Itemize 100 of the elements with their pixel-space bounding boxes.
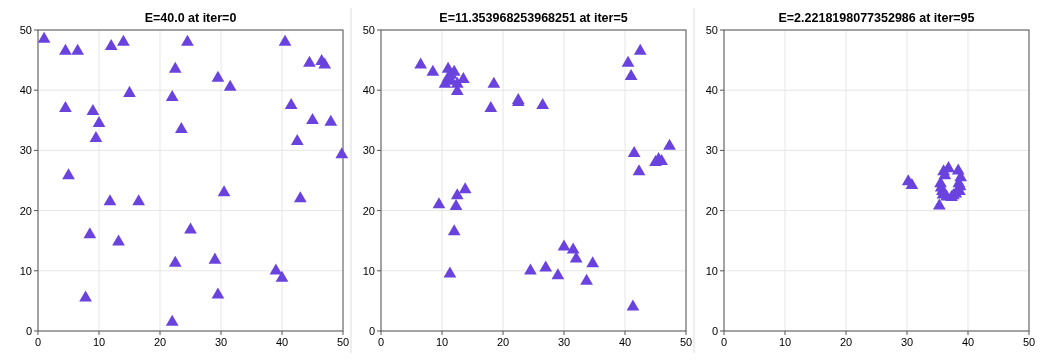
point <box>181 34 194 46</box>
point <box>293 191 307 203</box>
x-tick-label: 10 <box>435 336 449 348</box>
y-tick-label: 40 <box>705 84 718 97</box>
point <box>103 194 117 206</box>
point <box>557 239 571 251</box>
x-tick-label: 20 <box>153 336 167 348</box>
x-tick-label: 40 <box>618 336 632 348</box>
x-tick-label: 0 <box>377 336 385 348</box>
y-tick-label: 50 <box>705 24 718 36</box>
point <box>165 314 179 326</box>
point <box>414 57 428 69</box>
y-tick-label: 0 <box>711 325 718 337</box>
point <box>450 76 464 88</box>
point <box>168 61 182 73</box>
point <box>551 268 565 280</box>
point <box>524 263 537 275</box>
x-tick-label: 10 <box>778 336 792 348</box>
point <box>487 76 501 88</box>
chart-title: E=40.0 at iter=0 <box>144 11 237 25</box>
point <box>303 55 316 67</box>
x-tick-label: 0 <box>720 336 728 348</box>
point <box>62 168 75 180</box>
point <box>306 112 319 124</box>
point <box>117 34 130 46</box>
x-tick-label: 50 <box>1022 336 1036 348</box>
y-tick-label: 50 <box>19 24 32 36</box>
y-tick-label: 30 <box>362 144 375 157</box>
point <box>951 163 965 175</box>
point <box>174 121 188 133</box>
y-tick-label: 50 <box>362 24 375 36</box>
point <box>458 182 472 194</box>
point <box>59 43 72 55</box>
y-tick-label: 20 <box>705 204 718 217</box>
y-tick-label: 10 <box>705 264 718 277</box>
point <box>632 164 646 176</box>
point <box>426 64 440 76</box>
point <box>318 57 332 69</box>
y-tick-label: 10 <box>362 264 375 277</box>
point <box>79 290 92 302</box>
point <box>443 266 457 278</box>
y-tick-label: 0 <box>368 325 375 337</box>
y-tick-label: 20 <box>19 204 32 217</box>
point <box>905 177 919 189</box>
point <box>112 234 125 246</box>
point <box>627 146 641 158</box>
y-tick-label: 30 <box>19 144 32 157</box>
point <box>633 43 647 55</box>
point <box>569 251 583 263</box>
point <box>484 100 498 112</box>
point <box>626 299 640 311</box>
x-tick-label: 30 <box>214 336 228 348</box>
point <box>168 255 182 267</box>
x-tick-label: 40 <box>275 336 289 348</box>
chart-title: E=11.353968253968251 at iter=5 <box>439 11 628 25</box>
x-tick-label: 50 <box>336 336 350 348</box>
point <box>566 242 580 254</box>
point <box>447 224 461 236</box>
x-tick-label: 50 <box>679 336 693 348</box>
point <box>92 115 106 127</box>
y-tick-label: 10 <box>19 264 32 277</box>
x-tick-label: 30 <box>557 336 571 348</box>
point <box>324 114 338 126</box>
y-tick-label: 20 <box>362 204 375 217</box>
point <box>86 103 100 115</box>
y-tick-label: 0 <box>25 325 32 337</box>
point <box>536 97 550 109</box>
y-tick-label: 40 <box>19 84 32 97</box>
x-tick-label: 20 <box>496 336 510 348</box>
point <box>275 270 289 282</box>
point <box>284 97 298 109</box>
x-tick-label: 0 <box>34 336 42 348</box>
point <box>278 34 292 46</box>
point <box>223 79 237 91</box>
point <box>83 227 97 239</box>
point <box>37 31 51 43</box>
x-tick-label: 30 <box>900 336 914 348</box>
x-tick-label: 20 <box>839 336 853 348</box>
point <box>335 147 349 159</box>
x-tick-label: 10 <box>92 336 106 348</box>
point <box>59 100 72 112</box>
point <box>539 260 553 272</box>
point <box>132 194 146 206</box>
point <box>624 69 638 81</box>
point <box>211 70 225 82</box>
y-tick-label: 40 <box>362 84 375 97</box>
point <box>208 252 222 264</box>
chart-title: E=2.2218198077352986 at iter=95 <box>778 11 975 25</box>
point <box>89 131 103 143</box>
point <box>450 188 464 200</box>
point <box>71 43 85 55</box>
point <box>580 273 593 285</box>
y-tick-label: 30 <box>705 144 718 157</box>
point <box>932 198 946 210</box>
point <box>621 55 635 67</box>
point <box>211 287 225 299</box>
point <box>123 85 136 97</box>
point <box>217 185 231 197</box>
point <box>449 199 463 211</box>
point <box>290 134 304 146</box>
